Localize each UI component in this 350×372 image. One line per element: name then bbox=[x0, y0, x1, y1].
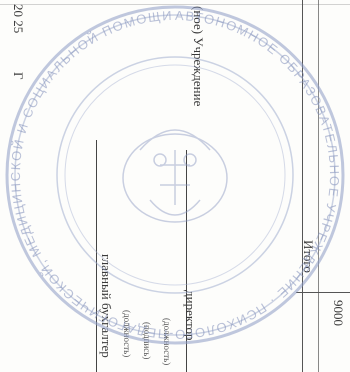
frame-line-bottom bbox=[296, 292, 350, 293]
signature-line-accountant bbox=[96, 140, 97, 372]
signature-line-director bbox=[186, 150, 187, 372]
frame-line-right bbox=[302, 0, 303, 372]
frame-line-mid bbox=[318, 0, 319, 372]
frame-line-top bbox=[0, 4, 350, 5]
